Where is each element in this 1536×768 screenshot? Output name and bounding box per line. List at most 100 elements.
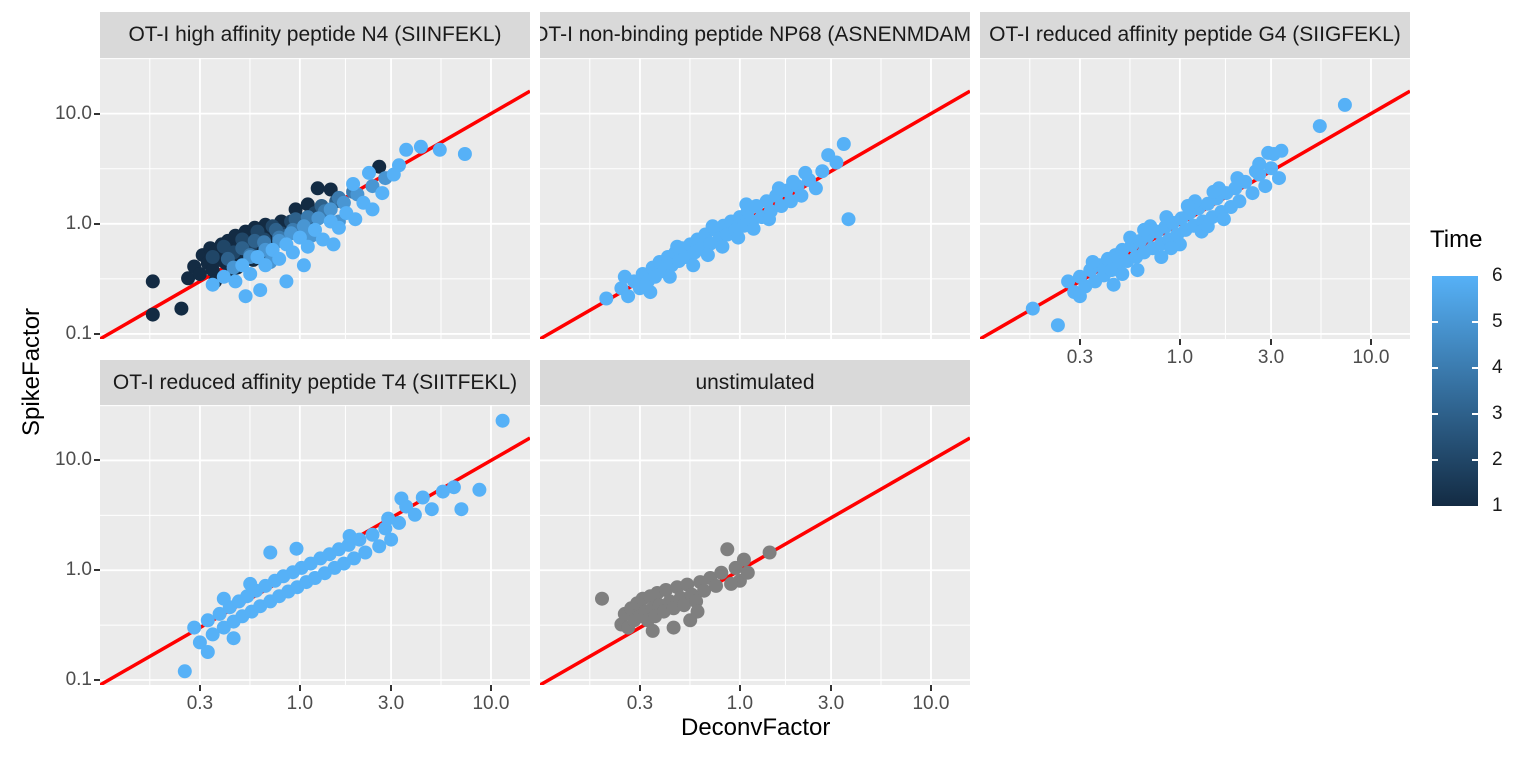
data-point xyxy=(216,269,231,284)
data-point xyxy=(798,165,813,180)
data-point xyxy=(697,583,712,598)
colorbar-tick xyxy=(1472,367,1478,369)
data-point xyxy=(212,606,227,621)
x-tick-mark xyxy=(830,685,833,691)
data-point xyxy=(1137,222,1152,237)
data-point xyxy=(715,239,730,254)
data-point xyxy=(1123,230,1138,245)
data-point xyxy=(457,147,472,161)
data-point xyxy=(296,219,311,234)
data-point xyxy=(1072,289,1087,304)
colorbar-label: 2 xyxy=(1492,449,1503,470)
data-point xyxy=(272,251,287,266)
data-point xyxy=(762,545,777,560)
colorbar-tick xyxy=(1472,413,1478,415)
panel-background xyxy=(100,405,530,685)
data-point xyxy=(310,181,325,196)
facet-strip: OT-I reduced affinity peptide G4 (SIIGFE… xyxy=(980,12,1410,58)
colorbar-tick xyxy=(1432,321,1438,323)
data-point xyxy=(1164,241,1179,256)
data-point xyxy=(181,271,196,286)
data-point xyxy=(621,289,636,304)
data-point xyxy=(1106,277,1121,292)
data-point xyxy=(1264,161,1279,176)
y-tick-label: 10.0 xyxy=(55,102,92,124)
data-point xyxy=(365,179,380,194)
y-tick-mark xyxy=(94,569,100,572)
data-point xyxy=(392,515,406,530)
data-point xyxy=(348,212,363,227)
data-point xyxy=(1248,164,1263,179)
x-tick-label: 1.0 xyxy=(726,693,754,714)
data-point xyxy=(1180,199,1195,213)
x-tick-mark xyxy=(929,685,932,691)
data-point xyxy=(736,552,751,567)
x-axis-title: DeconvFactor xyxy=(681,714,831,741)
data-point xyxy=(720,542,735,557)
data-point xyxy=(670,239,685,254)
data-point xyxy=(358,545,373,560)
panel-background xyxy=(540,58,970,339)
y-tick-label: 1.0 xyxy=(65,212,92,234)
data-point xyxy=(288,202,303,217)
facet-strip: OT-I non-binding peptide NP68 (ASNENMDAM… xyxy=(540,12,970,58)
data-point xyxy=(243,267,258,281)
data-point xyxy=(643,285,658,300)
x-tick-label: 3.0 xyxy=(817,693,845,714)
data-point xyxy=(346,177,361,191)
x-tick-label: 3.0 xyxy=(377,693,405,714)
data-point xyxy=(762,212,776,227)
data-point xyxy=(331,220,346,235)
data-point xyxy=(815,164,830,179)
data-point xyxy=(279,274,294,289)
data-point xyxy=(1130,263,1145,278)
colorbar-tick xyxy=(1472,321,1478,323)
colorbar-label: 6 xyxy=(1492,265,1503,286)
data-point xyxy=(1312,119,1327,134)
data-point xyxy=(686,258,701,273)
data-point xyxy=(365,527,380,542)
data-point xyxy=(372,159,387,174)
y-tick-label: 0.1 xyxy=(65,668,92,690)
data-point xyxy=(205,277,220,292)
data-point xyxy=(1025,301,1040,316)
data-point xyxy=(1245,186,1260,201)
colorbar-label: 3 xyxy=(1492,403,1503,424)
x-tick-mark xyxy=(198,685,201,691)
data-point xyxy=(263,545,278,560)
data-point xyxy=(746,221,761,236)
x-tick-mark xyxy=(390,685,393,691)
data-point xyxy=(1206,184,1221,199)
data-point xyxy=(617,269,632,284)
plot-area xyxy=(100,405,530,685)
data-point xyxy=(258,258,273,273)
data-point xyxy=(292,230,307,245)
data-point xyxy=(432,142,447,157)
data-point xyxy=(226,631,241,646)
data-point xyxy=(323,202,338,217)
data-point xyxy=(413,139,428,154)
identity-line xyxy=(540,436,970,685)
data-point xyxy=(342,529,357,543)
data-point xyxy=(740,565,755,580)
data-point xyxy=(399,142,414,157)
data-point xyxy=(384,532,399,547)
data-point xyxy=(794,188,809,203)
data-point xyxy=(315,232,330,247)
data-point xyxy=(205,250,220,264)
data-point xyxy=(700,248,715,263)
x-tick-label: 10.0 xyxy=(472,693,510,714)
data-point xyxy=(145,307,160,322)
data-point xyxy=(192,267,207,281)
data-point xyxy=(1274,143,1289,158)
data-point xyxy=(454,502,469,517)
data-point xyxy=(666,620,681,635)
data-point xyxy=(658,583,673,597)
x-tick-mark xyxy=(638,685,641,691)
data-point xyxy=(296,258,311,273)
data-point xyxy=(690,604,705,619)
plot-area xyxy=(980,58,1410,339)
colorbar-label: 1 xyxy=(1492,495,1503,516)
x-tick-label: 10.0 xyxy=(912,693,950,714)
data-point xyxy=(1115,267,1130,281)
